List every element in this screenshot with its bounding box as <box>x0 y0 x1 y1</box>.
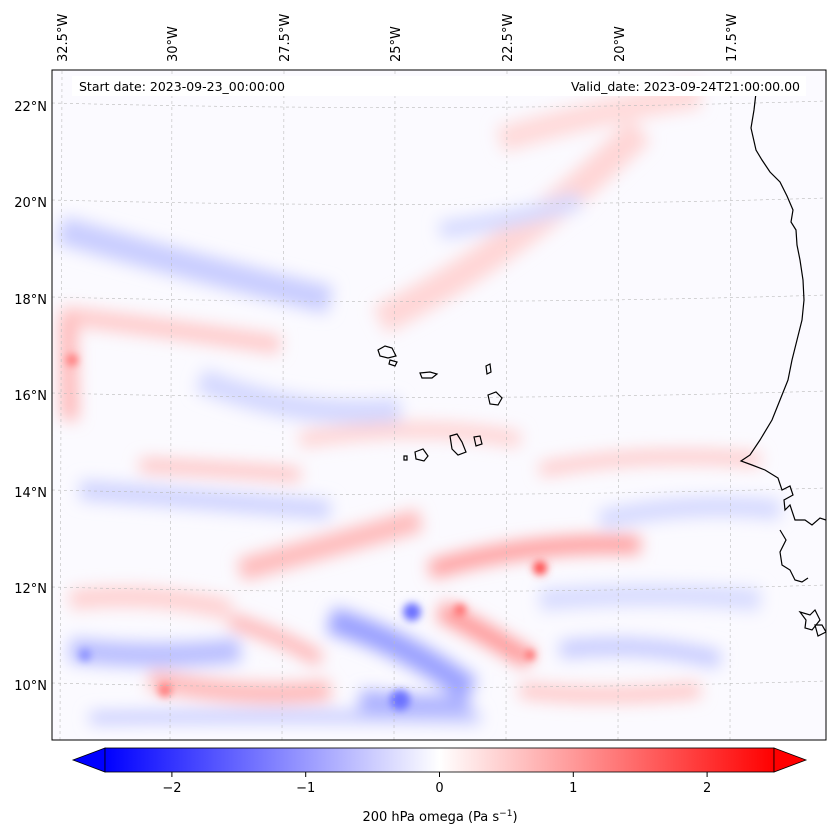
lon-label: 25°W <box>389 26 404 62</box>
colorbar-bar <box>104 747 775 773</box>
lat-label: 10°N <box>14 679 47 694</box>
omega-field <box>56 82 782 724</box>
lon-label: 30°W <box>166 26 181 62</box>
colorbar-tick-label: −2 <box>162 781 181 796</box>
colorbar-tick-label: 2 <box>703 781 711 796</box>
lat-label: 12°N <box>14 582 47 597</box>
colorbar-tick-label: −1 <box>296 781 315 796</box>
lat-label: 16°N <box>14 389 47 404</box>
lon-label: 20°W <box>613 26 628 62</box>
date-banner <box>72 76 806 96</box>
coastline <box>377 83 826 637</box>
lon-label: 22.5°W <box>501 14 516 62</box>
lat-label: 18°N <box>14 293 47 308</box>
lat-labels: 22°N 20°N 18°N 16°N 14°N 12°N 10°N <box>14 100 47 694</box>
lon-label: 27.5°W <box>278 14 293 62</box>
lon-label: 32.5°W <box>56 14 71 62</box>
colorbar-ticks: −2 −1 0 1 2 <box>162 772 711 796</box>
lat-label: 22°N <box>14 100 47 115</box>
lon-labels: 32.5°W 30°W 27.5°W 25°W 22.5°W 20°W 17.5… <box>56 14 740 62</box>
graticule <box>52 70 826 740</box>
start-date-label: Start date: 2023-09-23_00:00:00 <box>79 79 285 94</box>
colorbar: −2 −1 0 1 2 200 hPa omega (Pa s−1) <box>71 747 808 825</box>
colorbar-tick-label: 1 <box>569 781 577 796</box>
lon-label: 17.5°W <box>725 14 740 62</box>
colorbar-extend-max <box>773 747 808 773</box>
valid-date-label: Valid_date: 2023-09-24T21:00:00.00 <box>571 79 800 94</box>
lat-label: 14°N <box>14 486 47 501</box>
colorbar-extend-min <box>71 747 106 773</box>
colorbar-label: 200 hPa omega (Pa s−1) <box>362 809 517 825</box>
map-frame <box>51 69 827 741</box>
colorbar-tick-label: 0 <box>435 781 443 796</box>
lat-label: 20°N <box>14 196 47 211</box>
map-panel: Start date: 2023-09-23_00:00:00 Valid_da… <box>52 70 826 740</box>
